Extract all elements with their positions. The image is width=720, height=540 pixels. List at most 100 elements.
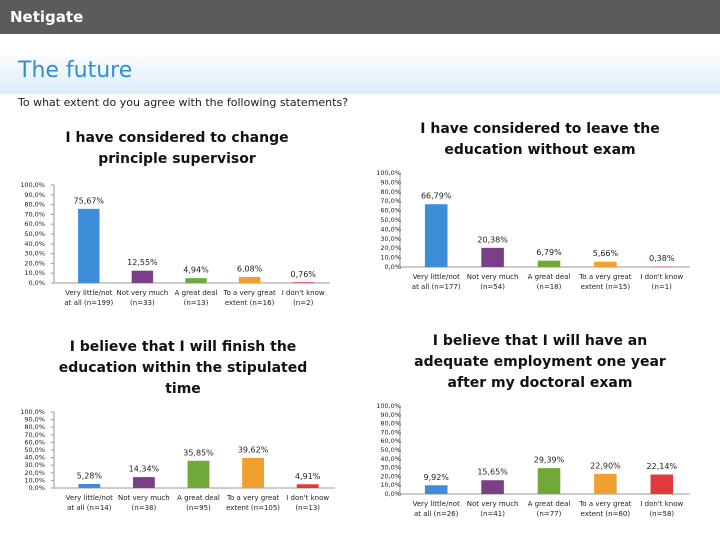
y-tick-label: 90,0%	[380, 411, 401, 419]
x-tick-label: A great deal (n=77)	[527, 500, 571, 518]
y-tick-label: 60,0%	[380, 207, 401, 215]
y-tick-label: 0,0%	[384, 263, 401, 271]
value-label: 35,85%	[183, 448, 214, 457]
y-tick-label: 90,0%	[24, 416, 45, 424]
bar	[296, 484, 319, 488]
y-tick-label: 0,0%	[384, 490, 401, 498]
value-label: 5,66%	[593, 249, 619, 258]
value-label: 0,38%	[649, 254, 675, 263]
slide-subtitle: To what extent do you agree with the fol…	[18, 96, 349, 109]
bar	[481, 480, 504, 494]
title-band	[0, 50, 720, 94]
y-tick-label: 0,0%	[28, 279, 45, 287]
y-tick-label: 20,0%	[380, 244, 401, 252]
value-label: 20,38%	[477, 235, 508, 244]
y-tick-label: 20,0%	[24, 259, 45, 267]
y-tick-label: 10,0%	[380, 481, 401, 489]
y-tick-label: 60,0%	[24, 438, 45, 446]
y-tick-label: 90,0%	[380, 178, 401, 186]
x-tick-label: To a very great extent (n=105)	[226, 494, 281, 512]
slide-title: The future	[18, 58, 133, 83]
y-tick-label: 60,0%	[24, 220, 45, 228]
y-tick-label: 10,0%	[380, 254, 401, 262]
bar	[424, 485, 448, 494]
value-label: 9,92%	[423, 473, 449, 482]
chart-title: I have considered to leave the education…	[420, 121, 660, 158]
x-tick-label: I don't know (n=2)	[281, 289, 325, 307]
y-tick-label: 30,0%	[24, 250, 45, 258]
x-tick-label: Very little/not at all (n=199)	[64, 289, 114, 307]
x-tick-label: To a very great extent (n=15)	[579, 273, 632, 291]
x-tick-label: Not very much (n=38)	[118, 494, 170, 512]
x-tick-label: A great deal (n=18)	[527, 273, 571, 291]
bar	[537, 260, 561, 267]
y-tick-label: 80,0%	[24, 423, 45, 431]
bar	[187, 460, 210, 488]
y-tick-label: 0,0%	[28, 484, 45, 492]
y-tick-label: 10,0%	[24, 269, 45, 277]
x-tick-label: To a very great extent (n=16)	[223, 289, 276, 307]
value-label: 75,67%	[74, 196, 105, 205]
value-label: 4,94%	[183, 266, 209, 275]
y-tick-label: 50,0%	[380, 446, 401, 454]
y-tick-label: 30,0%	[380, 464, 401, 472]
bar	[238, 277, 261, 283]
value-label: 29,39%	[534, 456, 565, 465]
y-tick-label: 70,0%	[380, 197, 401, 205]
bar	[594, 473, 617, 494]
x-tick-label: To a very great extent (n=60)	[579, 500, 632, 518]
y-tick-label: 50,0%	[24, 230, 45, 238]
x-tick-label: Very little/not at all (n=177)	[411, 273, 461, 291]
top-bar: Netigate	[0, 0, 720, 34]
y-tick-label: 100,0%	[20, 181, 45, 189]
value-label: 14,34%	[129, 465, 160, 474]
y-tick-label: 60,0%	[380, 437, 401, 445]
y-tick-label: 70,0%	[24, 431, 45, 439]
value-label: 12,55%	[127, 258, 158, 267]
bar	[78, 483, 101, 488]
bar	[292, 282, 314, 283]
y-tick-label: 40,0%	[380, 455, 401, 463]
bar	[537, 468, 561, 494]
logo: Netigate	[10, 8, 84, 26]
value-label: 5,28%	[77, 471, 103, 480]
y-tick-label: 20,0%	[380, 472, 401, 480]
x-tick-label: Very little/not at all (n=26)	[412, 500, 460, 518]
bar	[424, 204, 448, 267]
y-tick-label: 100,0%	[376, 402, 401, 410]
value-label: 15,65%	[477, 468, 508, 477]
x-tick-label: Not very much (n=33)	[116, 289, 169, 307]
value-label: 0,76%	[290, 270, 316, 279]
bar	[132, 477, 155, 488]
y-tick-label: 100,0%	[20, 408, 45, 416]
y-tick-label: 80,0%	[24, 201, 45, 209]
y-tick-label: 40,0%	[24, 454, 45, 462]
bar	[185, 278, 207, 283]
value-label: 39,62%	[238, 445, 269, 454]
x-tick-label: I don't know (n=13)	[286, 494, 330, 512]
x-tick-label: Not very much (n=41)	[466, 500, 519, 518]
y-tick-label: 100,0%	[376, 169, 401, 177]
x-tick-label: I don't know (n=1)	[640, 273, 684, 291]
y-tick-label: 50,0%	[380, 216, 401, 224]
y-tick-label: 70,0%	[24, 210, 45, 218]
value-label: 22,14%	[647, 462, 678, 471]
x-tick-label: A great deal (n=95)	[177, 494, 220, 512]
bar	[242, 457, 265, 488]
bar	[481, 247, 504, 267]
x-tick-label: A great deal (n=13)	[174, 289, 218, 307]
value-label: 6,79%	[536, 248, 562, 257]
y-tick-label: 20,0%	[24, 469, 45, 477]
x-tick-label: I don't know (n=58)	[640, 500, 684, 518]
y-tick-label: 30,0%	[380, 235, 401, 243]
bar	[131, 270, 154, 283]
y-tick-label: 30,0%	[24, 461, 45, 469]
y-tick-label: 70,0%	[380, 428, 401, 436]
y-tick-label: 40,0%	[24, 240, 45, 248]
x-tick-label: Very little/not at all (n=14)	[65, 494, 113, 512]
y-tick-label: 10,0%	[24, 476, 45, 484]
chart-title: I have considered to change principle su…	[65, 130, 289, 167]
x-tick-label: Not very much (n=54)	[466, 273, 519, 291]
